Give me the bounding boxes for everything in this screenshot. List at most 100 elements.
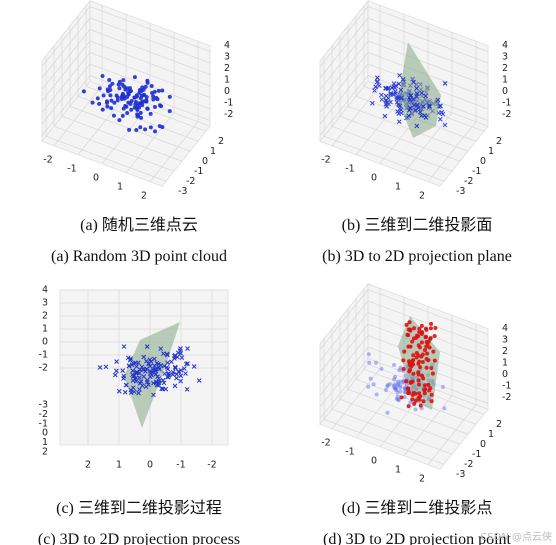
point: [417, 397, 422, 402]
point: [426, 382, 431, 387]
point: [385, 383, 390, 388]
z-tick-label: 2: [42, 311, 48, 322]
point: [402, 385, 407, 390]
point: [429, 399, 434, 404]
point: [383, 101, 389, 107]
point: [392, 377, 397, 382]
x-tick-label: 1: [395, 181, 401, 192]
point: [97, 86, 102, 91]
point: [385, 410, 390, 415]
y-tick-label: -2: [464, 459, 473, 470]
z-tick-label: 4: [502, 40, 508, 51]
point: [148, 111, 153, 116]
grid-line: [319, 75, 369, 136]
point: [138, 125, 143, 130]
grid-line: [41, 63, 91, 125]
point: [133, 378, 139, 384]
point: [184, 386, 190, 392]
point: [134, 128, 139, 133]
point: [396, 397, 401, 402]
point: [158, 346, 164, 352]
point: [435, 97, 441, 103]
point: [414, 86, 419, 91]
point: [112, 100, 117, 105]
point: [400, 77, 406, 82]
z-tick-label: 2: [502, 346, 508, 357]
grid-line: [323, 135, 445, 182]
z-tick-label: 3: [502, 52, 508, 63]
point: [114, 359, 119, 364]
point: [373, 84, 379, 90]
point: [389, 85, 395, 90]
point: [387, 382, 392, 387]
point: [139, 88, 144, 93]
point: [137, 387, 142, 392]
point: [418, 394, 423, 399]
point: [129, 362, 135, 368]
point: [131, 389, 137, 395]
point: [120, 368, 126, 373]
z-tick-label: 4: [224, 40, 230, 51]
grid-line: [319, 358, 369, 419]
point: [158, 362, 164, 368]
point: [419, 340, 424, 345]
point: [107, 84, 112, 89]
point: [144, 344, 150, 349]
point: [396, 397, 401, 402]
x-tick-label: -2: [207, 460, 216, 471]
grid-line: [367, 312, 489, 358]
point: [156, 376, 162, 381]
point: [149, 84, 154, 89]
point: [179, 355, 185, 360]
point: [124, 382, 129, 388]
point: [129, 107, 134, 112]
y-tick-label: 0: [202, 156, 208, 167]
point: [147, 357, 153, 363]
y-tick-label: -3: [39, 400, 48, 411]
grid-line: [319, 300, 369, 362]
caption-en: (b) 3D to 2D projection plane: [322, 248, 512, 265]
point: [122, 389, 128, 395]
grid-line: [355, 94, 405, 155]
point: [147, 363, 153, 369]
grid-line: [367, 300, 489, 347]
grid-line: [427, 121, 477, 182]
point: [133, 370, 139, 376]
grid-line: [403, 395, 453, 456]
point: [151, 356, 157, 362]
point: [388, 92, 393, 97]
point: [157, 124, 162, 129]
grid-line: [89, 75, 211, 121]
point: [395, 382, 400, 387]
point: [399, 395, 404, 400]
point: [383, 97, 389, 103]
point: [374, 75, 380, 81]
point: [410, 379, 415, 384]
x-tick-label: -1: [176, 460, 185, 471]
point: [411, 353, 416, 358]
point: [404, 322, 409, 327]
point: [416, 378, 421, 383]
grid-line: [77, 94, 127, 155]
z-tick-label: 0: [42, 337, 48, 348]
point: [416, 382, 421, 387]
point: [140, 103, 145, 108]
point: [125, 355, 131, 361]
point: [388, 99, 393, 105]
point: [432, 358, 437, 363]
point: [140, 85, 145, 90]
point: [120, 93, 125, 98]
point: [176, 369, 181, 375]
z-tick-label: 0: [224, 86, 230, 97]
point: [154, 95, 159, 100]
point: [394, 396, 399, 401]
point: [132, 105, 137, 110]
point: [413, 398, 418, 403]
projection-plane: [398, 42, 441, 138]
z-tick-label: -1: [502, 98, 511, 109]
point: [139, 93, 144, 98]
grid-line: [319, 63, 369, 125]
point: [421, 376, 426, 381]
watermark: CSDN @点云侠: [480, 530, 552, 543]
z-tick-label: -2: [224, 109, 233, 120]
